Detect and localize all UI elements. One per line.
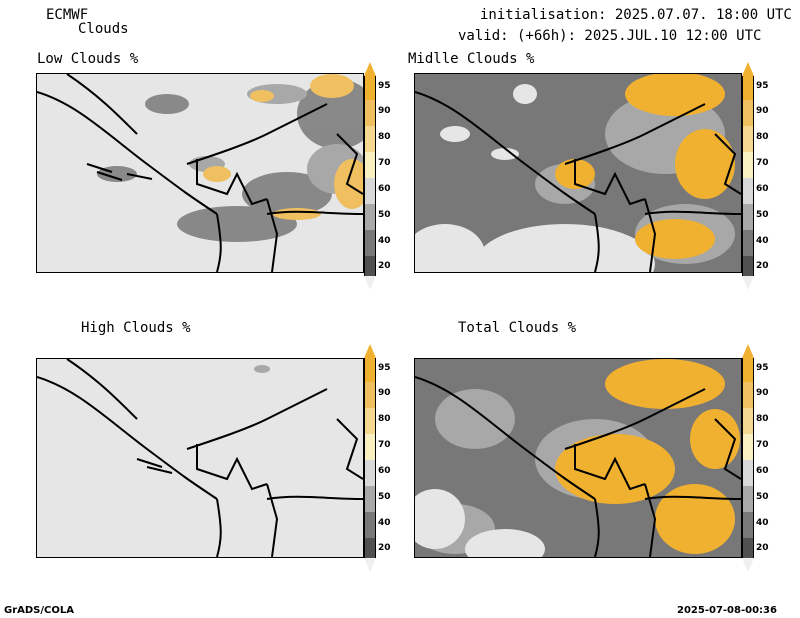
cb-label-80: 80 <box>378 414 391 424</box>
cb-seg-2 <box>742 382 754 408</box>
cb-label-80: 80 <box>756 132 769 142</box>
cb-seg-6 <box>364 204 376 230</box>
cb-label-70: 70 <box>756 440 769 450</box>
cb-seg-5 <box>364 178 376 204</box>
cb-seg-6 <box>742 486 754 512</box>
low-clouds-layer <box>37 74 363 272</box>
model-label: ECMWF <box>46 7 89 23</box>
total-clouds-layer <box>415 359 741 557</box>
init-time: initialisation: 2025.07.07. 18:00 UTC <box>480 7 792 23</box>
cb-label-50: 50 <box>378 210 391 220</box>
colorbar-top-cap <box>364 62 376 76</box>
cb-label-50: 50 <box>756 492 769 502</box>
cb-seg-1 <box>742 76 754 100</box>
cb-label-60: 60 <box>756 184 769 194</box>
cb-seg-3 <box>742 408 754 434</box>
cb-label-95: 95 <box>756 81 769 91</box>
cb-label-70: 70 <box>756 158 769 168</box>
colorbar-total: 95 90 80 70 60 50 40 20 <box>742 344 776 572</box>
middle-clouds-map <box>414 73 742 273</box>
cb-label-50: 50 <box>378 492 391 502</box>
colorbar-middle: 95 90 80 70 60 50 40 20 <box>742 62 776 290</box>
cb-seg-6 <box>364 486 376 512</box>
colorbar-top-cap <box>742 344 754 358</box>
cb-label-20: 20 <box>756 261 769 271</box>
cb-seg-4 <box>742 152 754 178</box>
cb-label-90: 90 <box>378 388 391 398</box>
cb-label-70: 70 <box>378 158 391 168</box>
cb-label-90: 90 <box>378 106 391 116</box>
low-clouds-map <box>36 73 364 273</box>
footer-right: 2025-07-08-00:36 <box>677 605 777 616</box>
cb-label-40: 40 <box>756 518 769 528</box>
cb-seg-3 <box>364 408 376 434</box>
panel-title-high: High Clouds % <box>81 320 191 336</box>
cb-seg-3 <box>742 126 754 152</box>
cb-seg-7 <box>742 512 754 538</box>
colorbar-bottom-cap <box>742 558 754 572</box>
cb-seg-5 <box>742 460 754 486</box>
cb-seg-5 <box>742 178 754 204</box>
colorbar-top-cap <box>364 344 376 358</box>
colorbar-high: 95 90 80 70 60 50 40 20 <box>364 344 398 572</box>
cb-label-80: 80 <box>756 414 769 424</box>
cb-label-90: 90 <box>756 388 769 398</box>
cb-label-50: 50 <box>756 210 769 220</box>
cb-label-40: 40 <box>378 518 391 528</box>
cb-label-60: 60 <box>378 466 391 476</box>
cb-label-70: 70 <box>378 440 391 450</box>
cb-seg-1 <box>364 358 376 382</box>
cb-label-90: 90 <box>756 106 769 116</box>
cb-seg-8 <box>742 538 754 558</box>
panel-title-total: Total Clouds % <box>458 320 577 336</box>
cb-seg-7 <box>742 230 754 256</box>
cb-seg-4 <box>364 434 376 460</box>
colorbar-bottom-cap <box>742 276 754 290</box>
high-clouds-map <box>36 358 364 558</box>
valid-time: valid: (+66h): 2025.JUL.10 12:00 UTC <box>458 28 762 44</box>
cb-seg-2 <box>364 100 376 126</box>
cb-seg-7 <box>364 512 376 538</box>
colorbar-bottom-cap <box>364 276 376 290</box>
cb-seg-2 <box>364 382 376 408</box>
cb-seg-8 <box>364 256 376 276</box>
middle-clouds-layer <box>415 74 741 272</box>
cb-label-40: 40 <box>378 236 391 246</box>
cb-seg-3 <box>364 126 376 152</box>
cb-seg-4 <box>364 152 376 178</box>
cb-label-95: 95 <box>756 363 769 373</box>
cb-label-20: 20 <box>378 261 391 271</box>
total-clouds-map <box>414 358 742 558</box>
cb-seg-8 <box>742 256 754 276</box>
panel-title-low: Low Clouds % <box>37 51 139 67</box>
cb-seg-4 <box>742 434 754 460</box>
panel-title-middle: Midlle Clouds % <box>408 51 535 67</box>
cb-seg-6 <box>742 204 754 230</box>
cb-label-40: 40 <box>756 236 769 246</box>
cb-label-60: 60 <box>378 184 391 194</box>
colorbar-low: 95 90 80 70 60 50 40 20 <box>364 62 398 290</box>
cb-seg-7 <box>364 230 376 256</box>
cb-seg-1 <box>364 76 376 100</box>
cb-seg-8 <box>364 538 376 558</box>
cb-label-20: 20 <box>756 543 769 553</box>
cb-seg-1 <box>742 358 754 382</box>
parameter-label: Clouds <box>78 21 129 37</box>
footer-left: GrADS/COLA <box>4 605 74 616</box>
cb-seg-5 <box>364 460 376 486</box>
colorbar-top-cap <box>742 62 754 76</box>
cb-label-60: 60 <box>756 466 769 476</box>
cb-seg-2 <box>742 100 754 126</box>
cb-label-95: 95 <box>378 81 391 91</box>
cb-label-95: 95 <box>378 363 391 373</box>
cb-label-80: 80 <box>378 132 391 142</box>
cb-label-20: 20 <box>378 543 391 553</box>
high-clouds-layer <box>37 359 363 557</box>
colorbar-bottom-cap <box>364 558 376 572</box>
